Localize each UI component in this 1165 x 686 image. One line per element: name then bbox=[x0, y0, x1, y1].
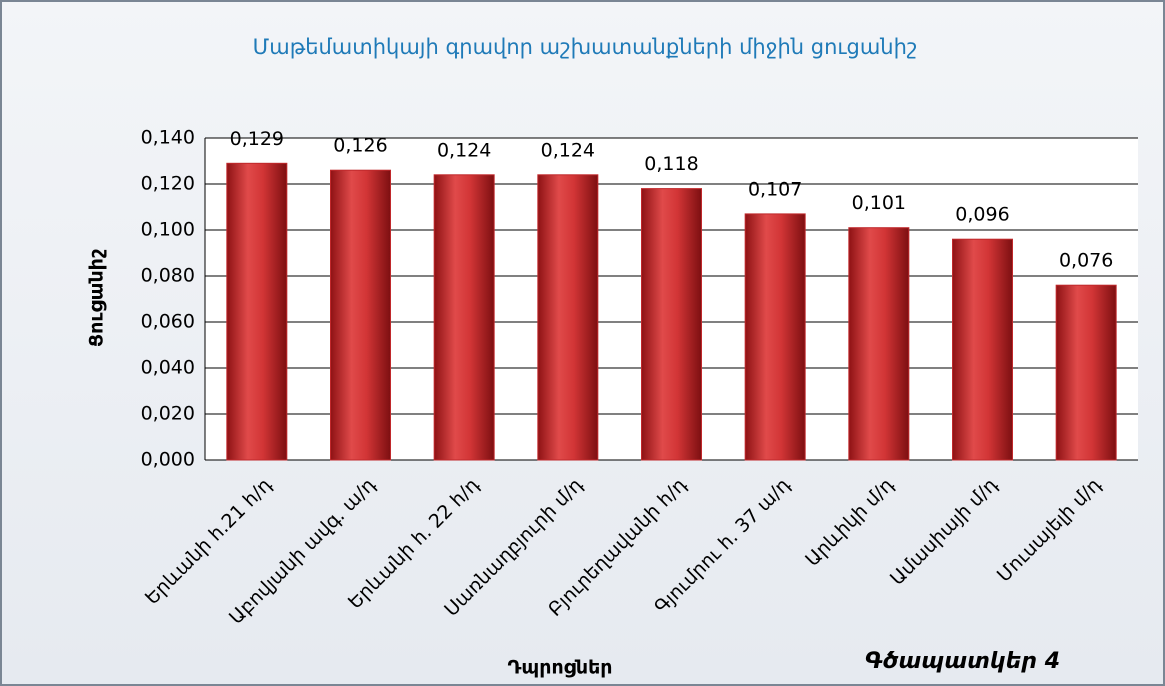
value-label: 0,129 bbox=[230, 128, 284, 150]
y-tick-label: 0,140 bbox=[141, 127, 195, 149]
y-tick-label: 0,100 bbox=[141, 219, 195, 241]
chart-title: Մաթեմատիկայի գրավոր աշխատանքների միջին ց… bbox=[253, 35, 918, 59]
value-label: 0,124 bbox=[437, 139, 491, 161]
bar bbox=[641, 188, 702, 461]
bar bbox=[537, 174, 599, 461]
annotation: Գծապատկեր 4 bbox=[865, 649, 1060, 674]
y-tick-label: 0,040 bbox=[141, 357, 195, 379]
bar bbox=[744, 213, 806, 461]
bar bbox=[226, 162, 288, 461]
value-label: 0,126 bbox=[333, 135, 387, 157]
value-label: 0,107 bbox=[748, 178, 802, 200]
value-label: 0,076 bbox=[1059, 250, 1113, 272]
bar bbox=[433, 174, 495, 461]
value-label: 0,101 bbox=[852, 192, 906, 214]
y-tick-label: 0,060 bbox=[141, 311, 195, 333]
value-label: 0,096 bbox=[955, 204, 1009, 226]
bar bbox=[952, 238, 1013, 461]
bar bbox=[848, 227, 910, 461]
x-axis-title: Դպրոցներ bbox=[508, 657, 613, 679]
y-axis-title: Ցուցանիշ bbox=[86, 249, 108, 347]
y-tick-label: 0,080 bbox=[141, 265, 195, 287]
bar bbox=[1055, 284, 1117, 461]
y-tick-label: 0,020 bbox=[141, 403, 195, 425]
y-tick-label: 0,120 bbox=[141, 173, 195, 195]
value-label: 0,124 bbox=[541, 139, 595, 161]
y-tick-label: 0,000 bbox=[141, 449, 195, 471]
bar bbox=[330, 169, 391, 461]
value-label: 0,118 bbox=[644, 153, 698, 175]
